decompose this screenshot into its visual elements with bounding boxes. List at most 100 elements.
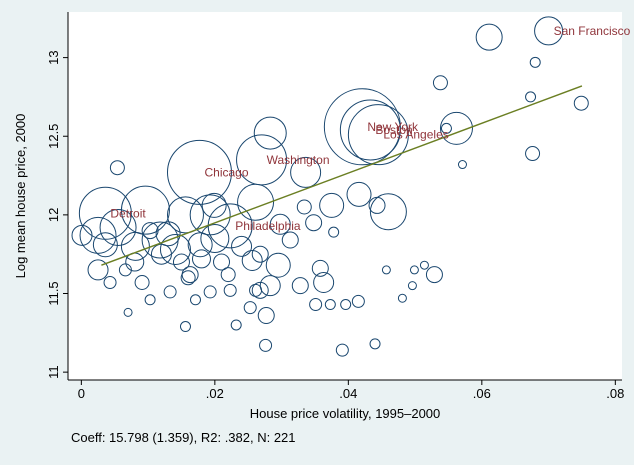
bubble: [324, 299, 336, 311]
bubble: [203, 285, 217, 299]
bubble: [369, 193, 407, 231]
bubble: [311, 259, 329, 277]
bubble: [534, 16, 564, 46]
bubble: [439, 111, 473, 145]
bubble: [291, 277, 309, 295]
bubble: [87, 259, 109, 281]
bubble: [281, 231, 299, 249]
fit-line: [101, 85, 583, 266]
bubble: [172, 253, 190, 271]
bubble: [381, 265, 391, 275]
bubble: [529, 56, 541, 68]
bubble: [99, 208, 137, 246]
bubble: [163, 285, 177, 299]
point-label: Los Angeles: [383, 128, 448, 142]
bubble: [191, 249, 211, 269]
bubble: [319, 192, 345, 218]
point-label: Washington: [267, 153, 330, 167]
bubble: [189, 194, 231, 236]
y-tick-label: 11.5: [46, 281, 61, 305]
point-label: New York: [367, 120, 419, 134]
bubble: [265, 252, 291, 278]
bubble: [166, 196, 204, 234]
bubble: [305, 214, 323, 232]
bubble: [269, 213, 291, 235]
bubble: [259, 338, 273, 352]
bubble: [179, 321, 191, 333]
bubble: [189, 294, 201, 306]
bubble: [313, 271, 335, 293]
point-label: Detroit: [110, 206, 146, 220]
bubble: [457, 160, 467, 170]
x-tick-label: .04: [339, 386, 357, 401]
bubble: [78, 186, 132, 240]
bubble: [525, 91, 537, 103]
bubble: [231, 235, 253, 257]
y-tick-label: 12: [46, 208, 61, 222]
bubble: [409, 265, 419, 275]
bubble: [180, 270, 196, 286]
bubble: [257, 307, 275, 325]
bubble: [251, 245, 269, 263]
bubble: [141, 222, 159, 240]
bubble: [296, 199, 312, 215]
bubble: [525, 146, 541, 162]
point-label: San Francisco: [554, 24, 631, 38]
y-axis-title: Log mean house price, 2000: [13, 114, 28, 279]
bubble: [155, 221, 181, 247]
bubble: [166, 139, 232, 205]
bubble: [259, 275, 281, 297]
bubble: [335, 343, 349, 357]
bubble: [425, 266, 443, 284]
bubble: [120, 185, 170, 235]
bubble: [79, 216, 117, 254]
bubble: [241, 249, 263, 271]
bubble: [220, 267, 236, 283]
bubble: [573, 95, 589, 111]
bubble: [237, 183, 275, 221]
plot-area: [68, 12, 622, 380]
bubble: [407, 281, 417, 291]
bubble: [328, 226, 340, 238]
bubble: [397, 293, 407, 303]
bubble: [339, 99, 401, 161]
bubble: [213, 253, 231, 271]
bubble: [109, 160, 125, 176]
bubble: [369, 338, 381, 350]
bubble: [340, 299, 352, 311]
bubble: [290, 156, 322, 188]
bubble: [440, 122, 452, 134]
x-tick-label: .08: [606, 386, 624, 401]
bubble: [71, 224, 93, 246]
y-tick-label: 11: [46, 365, 61, 379]
bubble: [159, 233, 191, 265]
y-tick-label: 12.5: [46, 124, 61, 149]
point-label: Chicago: [204, 165, 248, 179]
bubble: [251, 281, 269, 299]
bubble: [253, 116, 287, 150]
y-tick-label: 13: [46, 50, 61, 64]
bubble: [419, 260, 429, 270]
bubble: [123, 307, 133, 317]
bubble: [368, 196, 386, 214]
bubble: [223, 283, 237, 297]
bubble: [103, 275, 117, 289]
point-label: Boston: [375, 123, 412, 137]
x-tick-label: 0: [78, 386, 85, 401]
bubble: [351, 294, 365, 308]
x-axis-title: House price volatility, 1995–2000: [250, 406, 441, 421]
bubble: [92, 232, 118, 258]
bubble: [346, 181, 372, 207]
bubble: [432, 75, 448, 91]
bubble: [309, 298, 323, 312]
bubble: [201, 192, 227, 218]
bubble: [475, 23, 503, 51]
bubble: [200, 223, 230, 253]
note: Coeff: 15.798 (1.359), R2: .382, N: 221: [71, 430, 296, 445]
bubble: [243, 301, 257, 315]
point-label: Philadelphia: [235, 219, 301, 233]
x-tick-label: .06: [473, 386, 491, 401]
bubble: [347, 104, 409, 166]
bubble: [144, 294, 156, 306]
